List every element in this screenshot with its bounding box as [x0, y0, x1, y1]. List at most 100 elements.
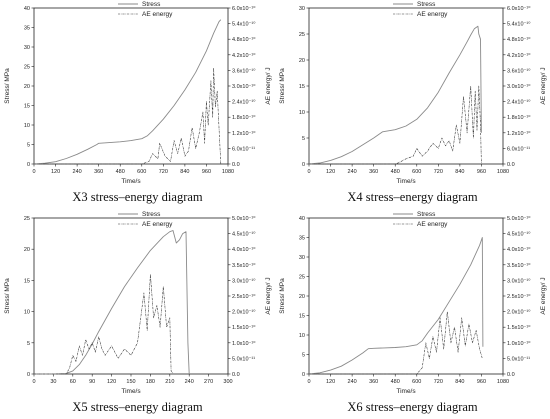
y-right-tick-label: 3.0x10⁻¹⁰	[507, 83, 531, 90]
legend-ae-energy-label: AE energy	[417, 11, 448, 18]
x-tick-label: 0	[307, 169, 310, 175]
y-left-tick-label: 40	[299, 216, 305, 222]
y-left-axis-label: Stress/ MPa	[4, 278, 11, 314]
x-tick-label: 480	[391, 169, 400, 175]
y-left-tick-label: 0	[302, 162, 305, 168]
legend-ae-energy-label: AE energy	[142, 11, 173, 18]
x-tick-label: 150	[126, 379, 135, 385]
stress-series-line	[33, 19, 222, 165]
x-tick-label: 1080	[497, 379, 509, 385]
y-right-tick-label: 2.4x10⁻¹⁰	[232, 99, 256, 106]
x-tick-label: 720	[434, 169, 443, 175]
y-left-tick-label: 0	[27, 372, 30, 378]
x-tick-label: 960	[202, 169, 211, 175]
x-tick-label: 1080	[222, 169, 234, 175]
y-right-tick-label: 4.2x10⁻¹⁰	[507, 52, 531, 59]
y-left-tick-label: 20	[24, 247, 30, 253]
legend-stress-label: Stress	[417, 1, 436, 8]
chart-x4: 0 120 240 360 480 600 720 840 960 1080 0 5 10 15 20 25 3…	[279, 1, 547, 185]
ae-energy-series-line	[34, 273, 174, 375]
y-left-tick-label: 15	[24, 104, 30, 110]
x-tick-label: 0	[32, 379, 35, 385]
stress-series-line	[308, 25, 482, 165]
y-right-axis-label: AE energy/ J	[540, 67, 547, 104]
y-right-tick-label: 1.8x10⁻¹⁰	[507, 114, 531, 121]
y-right-tick-label: 5.0x10⁻¹⁰	[507, 215, 531, 222]
x-tick-label: 0	[32, 169, 35, 175]
plot-frame	[308, 7, 504, 165]
y-right-tick-label: 1.8x10⁻¹⁰	[232, 114, 256, 121]
x-tick-label: 840	[455, 169, 464, 175]
y-left-tick-label: 0	[302, 372, 305, 378]
y-left-tick-label: 35	[24, 26, 30, 32]
x-tick-label: 240	[73, 169, 82, 175]
x-tick-label: 600	[137, 169, 146, 175]
legend-stress-label: Stress	[142, 211, 161, 218]
y-right-tick-label: 4.5x10⁻¹⁰	[232, 231, 256, 238]
y-left-tick-label: 15	[299, 314, 305, 320]
ae-energy-series-line	[309, 85, 482, 165]
y-right-tick-label: 3.0x10⁻¹⁰	[232, 83, 256, 90]
y-right-tick-label: 2.0x10⁻¹⁰	[232, 309, 256, 316]
x-tick-label: 360	[369, 169, 378, 175]
x-tick-label: 210	[165, 379, 174, 385]
x-tick-label: 720	[434, 379, 443, 385]
y-right-tick-label: 1.2x10⁻¹⁰	[232, 130, 256, 137]
y-right-tick-label: 5.0x10⁻¹¹	[507, 356, 530, 362]
x-tick-label: 240	[348, 379, 357, 385]
y-left-tick-label: 5	[27, 341, 30, 347]
y-right-tick-label: 3.5x10⁻¹⁰	[507, 262, 531, 269]
y-right-tick-label: 6.0x10⁻¹¹	[507, 146, 530, 152]
y-left-tick-label: 5	[302, 136, 305, 142]
y-left-axis-label: Stress/ MPa	[279, 278, 286, 314]
stress-series-line	[308, 237, 484, 375]
y-left-tick-label: 10	[24, 123, 30, 129]
y-right-tick-label: 2.4x10⁻¹⁰	[507, 99, 531, 106]
x-tick-label: 960	[477, 169, 486, 175]
chart-caption: X4 stress–energy diagram	[347, 190, 478, 204]
x-tick-label: 180	[146, 379, 155, 385]
y-right-tick-label: 3.0x10⁻¹⁰	[507, 277, 531, 284]
y-right-tick-label: 0.0	[232, 372, 240, 378]
chart-panel-x6: 0 120 240 360 480 600 720 840 960 1080 0 5 10 15 20 25 3…	[275, 210, 550, 419]
y-left-tick-label: 35	[299, 236, 305, 242]
y-right-tick-label: 2.5x10⁻¹⁰	[232, 293, 256, 300]
y-right-tick-label: 4.8x10⁻¹⁰	[232, 36, 256, 43]
x-tick-label: 480	[391, 379, 400, 385]
y-right-tick-label: 0.0	[232, 162, 240, 168]
plot-frame	[33, 217, 229, 375]
y-left-tick-label: 10	[299, 110, 305, 116]
y-left-tick-label: 25	[299, 32, 305, 38]
x-tick-label: 720	[159, 169, 168, 175]
chart-x6: 0 120 240 360 480 600 720 840 960 1080 0 5 10 15 20 25 3…	[279, 211, 547, 395]
legend-ae-energy-label: AE energy	[417, 221, 448, 228]
y-left-tick-label: 5	[27, 143, 30, 149]
legend-stress-label: Stress	[142, 1, 161, 8]
y-left-tick-label: 25	[24, 216, 30, 222]
x-tick-label: 120	[326, 169, 335, 175]
y-right-tick-label: 2.0x10⁻¹⁰	[507, 309, 531, 316]
x-tick-label: 600	[412, 379, 421, 385]
x-axis-label: Time/s	[396, 388, 416, 395]
plot-frame	[308, 217, 504, 375]
x-tick-label: 240	[348, 169, 357, 175]
x-tick-label: 1080	[497, 169, 509, 175]
y-right-axis-label: AE energy/ J	[540, 277, 547, 314]
y-right-tick-label: 3.6x10⁻¹⁰	[232, 67, 256, 74]
y-right-tick-label: 6.0x10⁻¹⁰	[507, 5, 531, 12]
stress-series-line	[34, 230, 190, 375]
y-right-tick-label: 4.2x10⁻¹⁰	[232, 52, 256, 59]
y-left-tick-label: 30	[299, 255, 305, 261]
y-right-tick-label: 3.5x10⁻¹⁰	[232, 262, 256, 269]
y-right-tick-label: 6.0x10⁻¹¹	[232, 146, 255, 152]
chart-panel-x3: 0 120 240 360 480 600 720 840 960 1080 0 5 10 15 20 25 3…	[0, 0, 275, 209]
x-tick-label: 600	[412, 169, 421, 175]
x-tick-label: 120	[326, 379, 335, 385]
x-tick-label: 30	[50, 379, 56, 385]
x-tick-label: 360	[94, 169, 103, 175]
y-right-tick-label: 0.0	[507, 372, 515, 378]
y-left-tick-label: 20	[299, 294, 305, 300]
y-left-tick-label: 10	[24, 310, 30, 316]
ae-energy-series-line	[309, 311, 483, 375]
chart-panel-x4: 0 120 240 360 480 600 720 840 960 1080 0 5 10 15 20 25 3…	[275, 0, 550, 209]
